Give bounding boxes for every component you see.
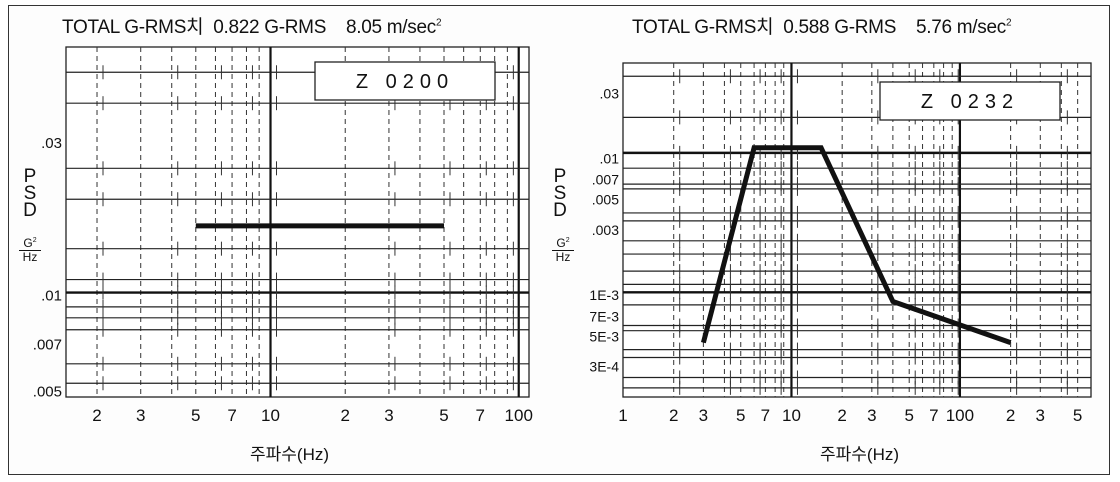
right-y-title-letter: S [553, 183, 567, 204]
right-y-tick-label: .01 [600, 151, 620, 167]
right-y-tick-label: 5E-3 [589, 328, 619, 344]
right-accel-value: 5.76 [916, 17, 952, 38]
left-accel-unit: m/sec [386, 17, 436, 38]
left-accel-exponent: 2 [435, 17, 442, 29]
right-x-tick-label: 1 [618, 406, 627, 425]
left-x-tick-label: 3 [136, 406, 145, 425]
right-y-tick-label: .003 [592, 222, 619, 238]
left-y-tick-label: .01 [41, 287, 62, 304]
right-title-text: TOTAL G-RMS치 [632, 17, 774, 38]
left-unit-numerator: G [23, 236, 33, 250]
left-plot-area [65, 46, 530, 398]
right-x-tick-label: 3 [1036, 406, 1045, 425]
right-label-box-text: Z 0232 [921, 91, 1019, 113]
left-x-tick-label: 2 [92, 406, 101, 425]
left-y-title-letter: S [23, 183, 37, 204]
left-x-tick-label: 5 [439, 406, 448, 425]
left-y-axis-title: P S D [20, 166, 40, 221]
right-x-tick-label: 3 [867, 406, 876, 425]
right-y-tick-label: .03 [600, 85, 620, 101]
right-unit-exponent: 2 [565, 237, 570, 244]
left-y-axis-unit: G2 Hz [19, 234, 41, 264]
right-y-axis-title: P S D [550, 166, 570, 221]
right-x-tick-label: 5 [736, 406, 745, 425]
right-x-tick-label: 3 [699, 406, 708, 425]
right-label-box [879, 81, 1061, 121]
right-x-tick-label: 10 [782, 406, 801, 425]
right-unit-denominator: Hz [555, 250, 571, 264]
left-x-tick-label: 2 [340, 406, 349, 425]
right-y-tick-label: 1E-3 [589, 287, 619, 303]
right-x-tick-label: 2 [837, 406, 846, 425]
left-x-tick-label: 7 [227, 406, 236, 425]
right-y-tick-label: .005 [592, 192, 619, 208]
left-y-tick-label: .03 [41, 135, 62, 152]
left-grms-value: 0.822 G-RMS [213, 17, 327, 38]
left-title: TOTAL G-RMS치 0.822 G-RMS 8.05 m/sec2 [62, 12, 442, 39]
right-x-tick-label: 7 [761, 406, 770, 425]
left-x-axis-title: 주파수(Hz) [250, 445, 330, 464]
right-y-title-letter: D [553, 200, 567, 221]
right-grms-value: 0.588 G-RMS [783, 17, 897, 38]
left-x-tick-label: 3 [384, 406, 393, 425]
left-label-box [314, 61, 496, 101]
right-x-tick-label: 2 [669, 406, 678, 425]
left-accel-value: 8.05 [346, 17, 382, 38]
right-x-tick-label: 7 [929, 406, 938, 425]
right-y-tick-label: 7E-3 [589, 308, 619, 324]
right-y-title-letter: P [553, 166, 567, 187]
left-x-tick-label: 5 [191, 406, 200, 425]
right-psd-series-line [700, 145, 1012, 345]
right-y-tick-label: 3E-4 [589, 359, 619, 375]
right-title: TOTAL G-RMS치 0.588 G-RMS 5.76 m/sec2 [632, 12, 1012, 39]
right-x-tick-label: 5 [1073, 406, 1082, 425]
left-y-tick-label: .005 [33, 383, 62, 400]
left-label-box-text: Z 0200 [356, 71, 454, 93]
left-unit-exponent: 2 [32, 237, 37, 244]
right-accel-unit: m/sec [956, 17, 1006, 38]
left-x-tick-label: 10 [261, 406, 280, 425]
right-unit-numerator: G [556, 236, 566, 250]
right-x-tick-label: 2 [1006, 406, 1015, 425]
left-unit-denominator: Hz [22, 250, 38, 264]
left-x-tick-label: 100 [505, 406, 533, 425]
left-y-title-letter: D [23, 200, 37, 221]
left-y-tick-label: .007 [33, 337, 62, 354]
right-y-axis-unit: G2 Hz [552, 234, 574, 264]
left-y-title-letter: P [23, 166, 37, 187]
left-title-text: TOTAL G-RMS치 [62, 17, 204, 38]
right-accel-exponent: 2 [1005, 17, 1012, 29]
right-y-tick-label: .007 [592, 172, 619, 188]
right-x-axis-title: 주파수(Hz) [820, 445, 900, 464]
left-x-tick-label: 7 [476, 406, 485, 425]
right-x-tick-label: 100 [946, 406, 974, 425]
right-x-tick-label: 5 [904, 406, 913, 425]
